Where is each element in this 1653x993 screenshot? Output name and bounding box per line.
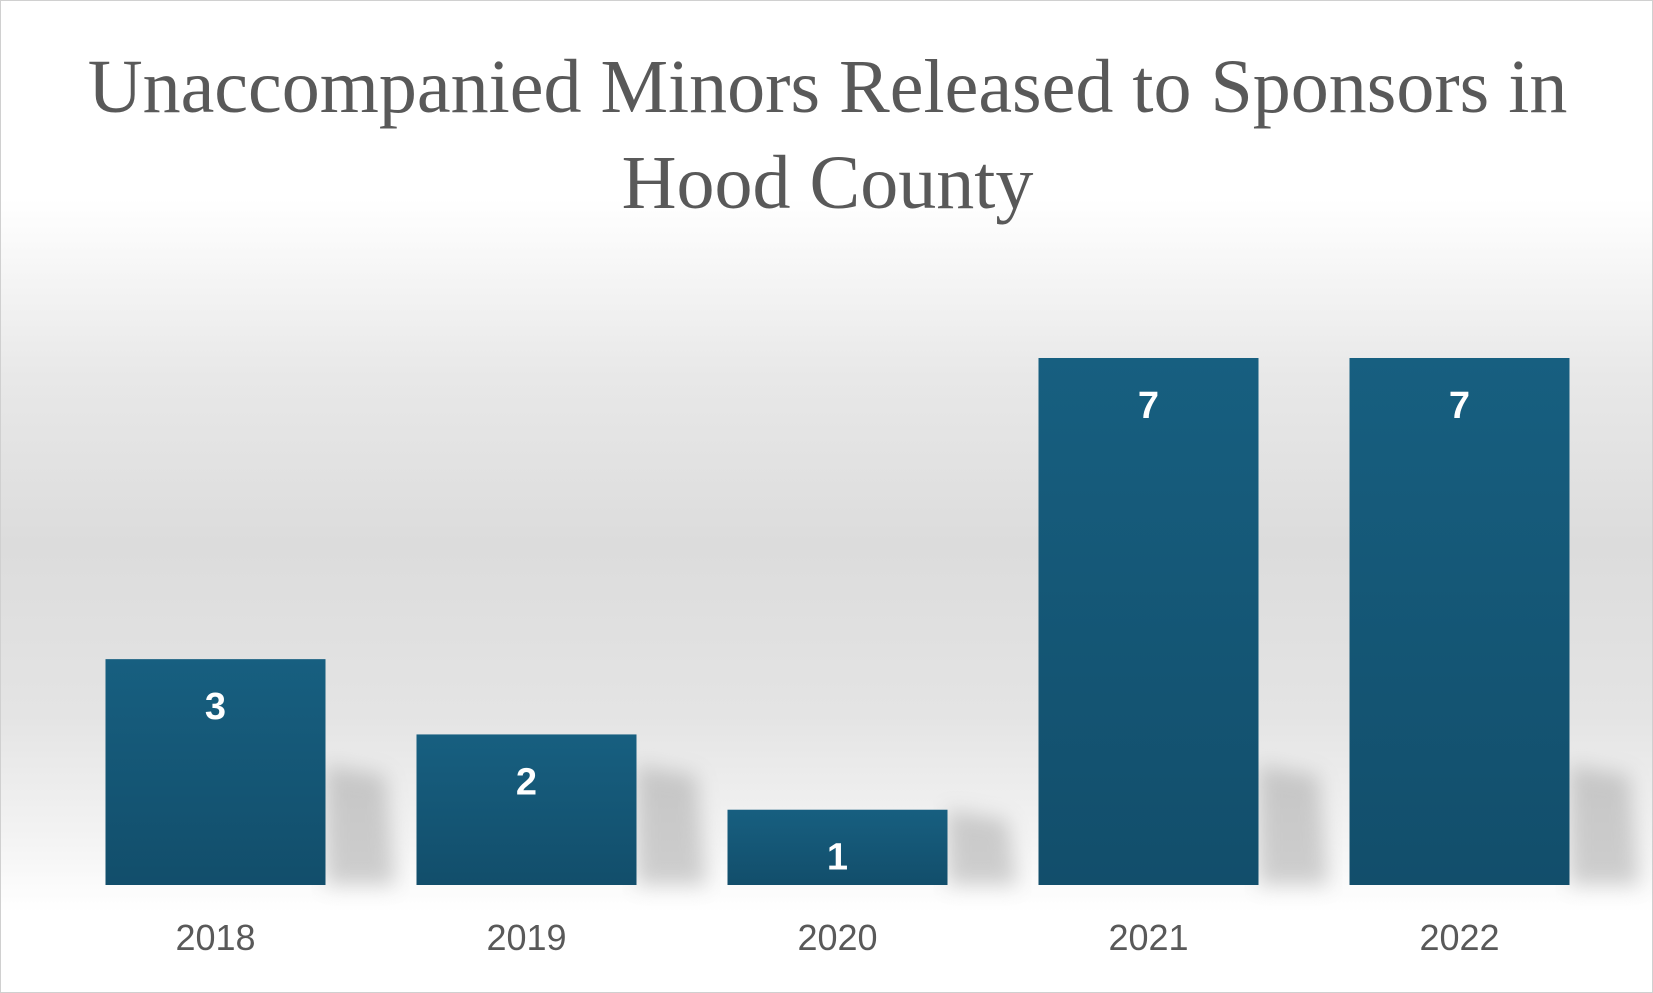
x-tick-2019: 2019 (486, 917, 566, 958)
data-label-2022: 7 (1449, 385, 1470, 427)
bar-2020 (727, 809, 948, 885)
bar-shadow (636, 765, 707, 885)
x-tick-2022: 2022 (1419, 917, 1499, 958)
x-axis-tick-labels: 2018 2019 2020 2021 2022 (175, 917, 1499, 958)
bar-shadow (1258, 765, 1329, 885)
bar-2021 (1038, 358, 1259, 885)
bar-2018 (105, 659, 326, 885)
bar-shadow (947, 809, 1018, 885)
x-tick-2018: 2018 (175, 917, 255, 958)
x-tick-2021: 2021 (1108, 917, 1188, 958)
data-labels: 3 2 1 7 7 (205, 385, 1470, 879)
bar-shadow (325, 765, 396, 885)
bars (105, 358, 1570, 885)
data-label-2018: 3 (205, 686, 226, 728)
chart-title: Unaccompanied Minors Released to Sponsor… (87, 45, 1568, 225)
bar-shadow (1569, 765, 1640, 885)
data-label-2021: 7 (1138, 385, 1159, 427)
data-label-2020: 1 (827, 837, 848, 879)
bar-shadows (325, 765, 1640, 885)
x-tick-2020: 2020 (797, 917, 877, 958)
bar-2022 (1349, 358, 1570, 885)
data-label-2019: 2 (516, 761, 537, 803)
bar-2019 (416, 734, 637, 885)
